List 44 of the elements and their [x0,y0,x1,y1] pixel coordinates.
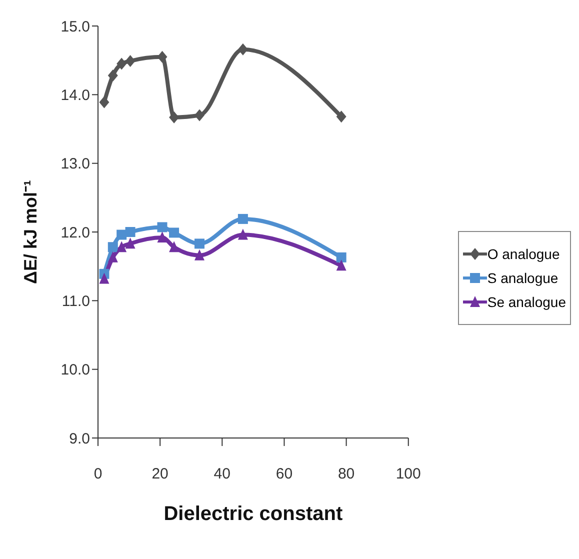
legend-label: O analogue [487,246,560,262]
point [157,222,168,232]
point [116,58,127,70]
point [169,228,180,238]
point [336,260,346,271]
point [125,227,136,237]
point [116,241,127,252]
point [336,252,346,262]
x-tick-label: 20 [152,466,168,483]
x-tick-label: 80 [338,466,355,483]
y-tick-label: 15.0 [60,18,90,36]
legend-label: S analogue [487,270,558,286]
y-tick-label: 14.0 [60,86,90,104]
x-tick-label: 60 [276,466,293,483]
point [157,50,168,63]
legend-label: Se analogue [487,294,566,310]
y-tick-label: 13.0 [60,156,90,173]
x-tick-label: 0 [94,466,102,483]
y-tick-label: 10.0 [60,362,90,379]
y-tick-label: 11.0 [62,292,90,310]
point [108,242,118,252]
point [169,241,180,252]
x-axis-title: Dielectric constant [164,503,343,525]
point [99,96,110,108]
point [238,214,248,224]
point [169,111,180,124]
y-tick-label: 9.0 [69,430,90,448]
point [194,109,204,122]
x-tick-label: 100 [396,466,421,483]
point [116,230,127,240]
point [194,249,204,260]
point [99,272,110,284]
point [125,238,136,249]
x-tick-label: 40 [214,466,230,483]
point [336,110,346,123]
point [157,231,168,242]
y-axis-title: ΔE/ kJ mol⁻¹ [20,180,40,284]
point [238,43,248,56]
point [194,238,204,249]
point [238,228,248,240]
y-tick-label: 12.0 [60,224,90,242]
point [125,55,136,68]
point [108,69,118,82]
point [108,251,118,262]
